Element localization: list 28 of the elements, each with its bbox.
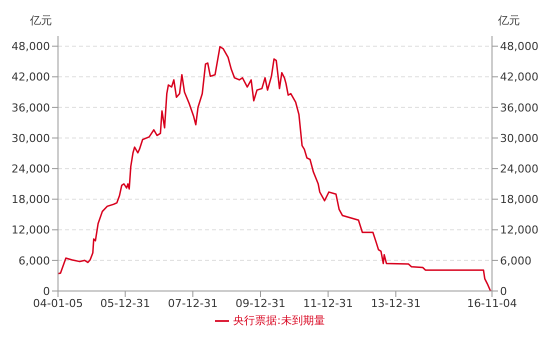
- x-tick-label: 16-11-04: [467, 296, 517, 310]
- y-axis-title: 亿元: [29, 14, 52, 27]
- x-tick-label: 04-01-05: [33, 296, 83, 310]
- y2-tick-label: 24,000: [500, 162, 538, 176]
- x-tick-label: 13-12-31: [370, 296, 421, 310]
- y-tick-label: 0: [43, 284, 50, 298]
- y2-tick-label: 0: [500, 284, 507, 298]
- y-tick-label: 12,000: [12, 224, 50, 237]
- y2-tick-label: 12,000: [500, 224, 538, 237]
- y-tick-label: 36,000: [12, 101, 50, 114]
- y2-tick-label: 6,000: [500, 254, 532, 268]
- legend-label: 央行票据:未到期量: [233, 314, 325, 327]
- y2-tick-label: 36,000: [500, 101, 538, 114]
- x-tick-label: 07-12-31: [168, 296, 218, 310]
- x-tick-label: 05-12-31: [100, 296, 150, 310]
- y2-axis-title: 亿元: [497, 14, 520, 27]
- y-tick-label: 42,000: [12, 70, 50, 84]
- y2-tick-label: 30,000: [500, 132, 538, 145]
- y2-tick-label: 42,000: [500, 70, 538, 84]
- x-tick-label: 11-12-31: [303, 296, 354, 310]
- y2-tick-label: 48,000: [500, 40, 538, 54]
- y-tick-label: 48,000: [12, 40, 50, 54]
- y-tick-label: 24,000: [12, 162, 50, 176]
- y-tick-label: 30,000: [12, 132, 50, 145]
- y-tick-label: 6,000: [18, 254, 50, 268]
- y-tick-label: 18,000: [12, 193, 50, 206]
- y2-tick-label: 18,000: [500, 193, 538, 206]
- x-tick-label: 09-12-31: [236, 296, 286, 310]
